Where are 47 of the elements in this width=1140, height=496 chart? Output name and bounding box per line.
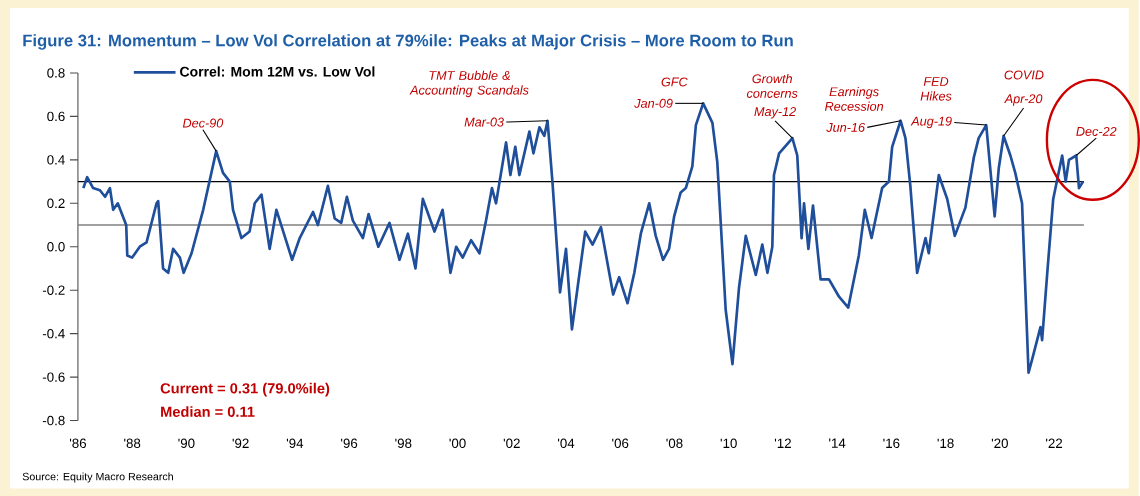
x-tick-label: '16 — [883, 438, 900, 448]
x-tick-label: '18 — [937, 438, 954, 448]
x-tick-label: '92 — [232, 438, 249, 448]
x-tick-label: '10 — [720, 438, 737, 448]
y-tick-label: -0.6 — [42, 372, 65, 382]
x-tick-label: '20 — [991, 438, 1008, 448]
annotation: GFC — [661, 77, 688, 87]
annotation: Apr-20 — [1004, 94, 1043, 106]
annotation: Earnings Recession — [824, 86, 884, 111]
x-tick-label: '12 — [774, 438, 791, 448]
annotation: Jun-16 — [826, 122, 866, 132]
annotation: Jan-09 — [634, 98, 673, 108]
legend-label: Correl: Mom 12M vs. Low Vol — [180, 66, 375, 77]
x-tick-label: '96 — [341, 438, 358, 448]
x-tick-label: '00 — [449, 438, 466, 448]
y-tick-label: 0.4 — [47, 154, 65, 165]
annotation: Dec-90 — [182, 118, 224, 128]
x-tick-label: '88 — [124, 438, 141, 448]
y-tick-label: 0.6 — [47, 111, 65, 121]
y-tick-label: -0.4 — [42, 328, 65, 339]
chart-title: Figure 31: Momentum – Low Vol Correlation at 79%ile: Peaks at Major Crisis – More Room to Run — [23, 33, 793, 50]
annotation: Median = 0.11 — [161, 405, 255, 417]
y-tick-label: 0.2 — [47, 198, 65, 208]
annotation: Aug-19 — [910, 116, 952, 128]
x-tick-label: '86 — [69, 438, 87, 448]
x-tick-label: '22 — [1046, 438, 1063, 448]
y-tick-label: 0.0 — [47, 241, 65, 252]
annotation: May-12 — [754, 106, 796, 119]
y-tick-label: 0.8 — [47, 67, 65, 78]
x-tick-label: '04 — [557, 438, 575, 448]
x-tick-label: '90 — [178, 438, 195, 448]
annotation: Mar-03 — [464, 117, 504, 127]
x-tick-label: '06 — [612, 438, 629, 448]
x-tick-label: '94 — [286, 438, 304, 448]
source-note: Source: Equity Macro Research — [22, 472, 173, 483]
x-tick-label: '02 — [503, 438, 520, 448]
annotation: Current = 0.31 (79.0%ile) — [160, 382, 330, 397]
annotation: Dec-22 — [1076, 126, 1117, 136]
x-tick-label: '14 — [829, 438, 846, 448]
annotation: COVID — [1004, 70, 1044, 80]
annotation: TMT Bubble & Accounting Scandals — [409, 70, 529, 97]
y-tick-label: -0.8 — [42, 415, 65, 426]
x-tick-label: '98 — [395, 438, 412, 448]
x-tick-label: '08 — [666, 438, 683, 448]
y-tick-label: -0.2 — [42, 285, 65, 295]
annotation: FED Hikes — [920, 76, 952, 101]
annotation: Growth concerns — [746, 73, 798, 98]
